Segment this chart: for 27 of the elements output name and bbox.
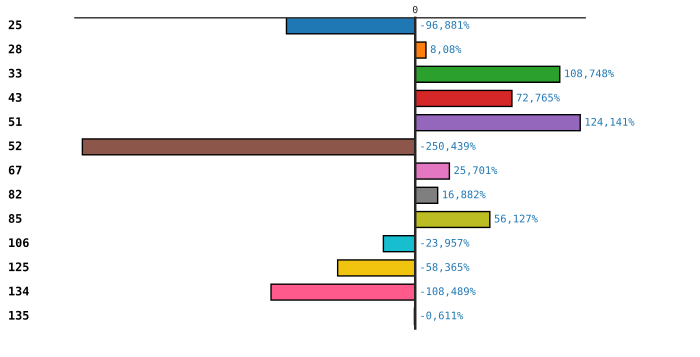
data-label: 25,701% bbox=[454, 166, 498, 176]
y-tick-label: 106 bbox=[9, 238, 29, 248]
data-label: -23,957% bbox=[421, 238, 470, 248]
y-tick-label: 135 bbox=[9, 310, 29, 320]
data-label: -96,881% bbox=[421, 21, 470, 30]
data-label: 108,748% bbox=[565, 69, 614, 79]
y-tick-label: 33 bbox=[8, 68, 22, 78]
data-label: 72,765% bbox=[516, 94, 560, 103]
data-label: -58,365% bbox=[421, 263, 470, 272]
y-tick-label: 51 bbox=[8, 117, 22, 126]
y-tick-label: 67 bbox=[8, 166, 22, 175]
text: 0 bbox=[412, 6, 418, 14]
data-label: 8,08% bbox=[430, 45, 462, 54]
y-tick-label: 134 bbox=[9, 286, 29, 296]
data-label: 124,141% bbox=[586, 118, 634, 128]
y-tick-label: 28 bbox=[8, 44, 22, 54]
data-label: 56,127% bbox=[494, 214, 538, 224]
y-tick-label: 125 bbox=[9, 262, 29, 272]
y-tick-label: 82 bbox=[8, 190, 22, 199]
y-tick-label: 85 bbox=[8, 214, 22, 223]
y-tick-label: 43 bbox=[8, 92, 22, 102]
data-label: -0,611% bbox=[421, 312, 464, 321]
data-label: -250,439% bbox=[421, 142, 476, 152]
data-label: -108,489% bbox=[421, 287, 476, 296]
data-label: 16,882% bbox=[443, 190, 486, 200]
y-tick-label: 52 bbox=[8, 141, 22, 150]
y-tick-label: 25 bbox=[8, 20, 22, 30]
